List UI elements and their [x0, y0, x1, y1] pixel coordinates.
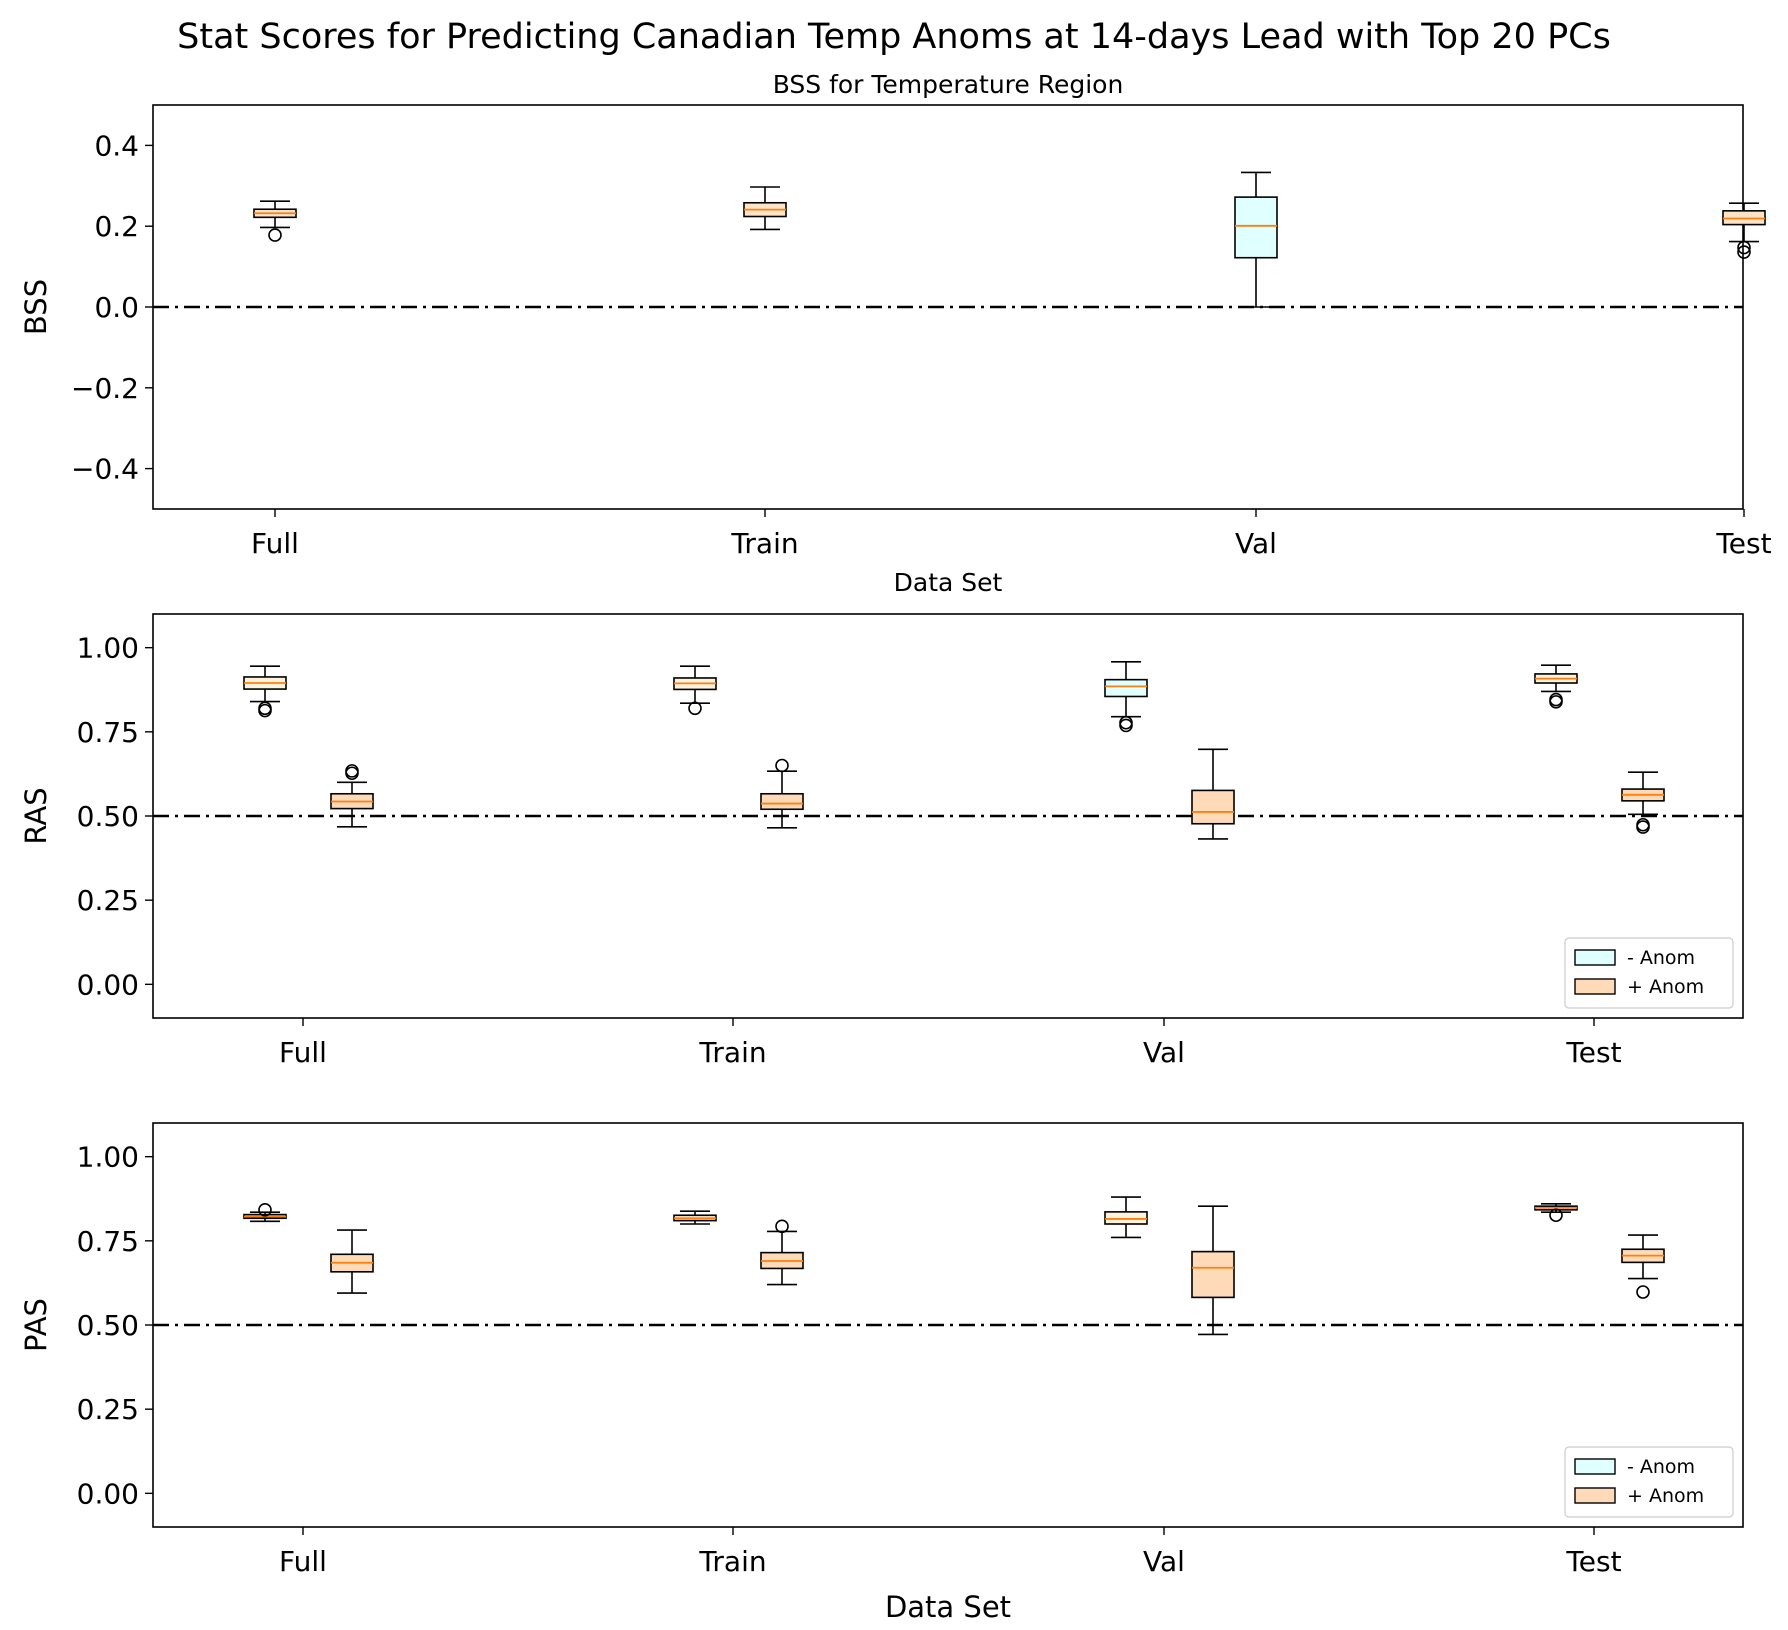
- box-iqr: [1234, 196, 1278, 259]
- outlier-point: [688, 701, 702, 716]
- x-tick-label: Val: [1235, 527, 1277, 560]
- figure-title: Stat Scores for Predicting Canadian Temp…: [177, 17, 1611, 57]
- box-train-pos-anom: [760, 1219, 804, 1286]
- box-train-pos-anom: [760, 758, 804, 829]
- y-tick-label: 0.00: [77, 968, 139, 1001]
- y-tick-label: 0.75: [77, 716, 139, 749]
- outlier-point: [258, 1203, 272, 1217]
- legend-swatch: [1574, 978, 1616, 995]
- legend-label: - Anom: [1627, 1456, 1695, 1478]
- box-iqr: [1104, 1211, 1148, 1225]
- box-train: [743, 186, 787, 231]
- box-full-pos-anom: [330, 1229, 374, 1294]
- axes-frame: [152, 1122, 1744, 1528]
- y-tick-label: 0.50: [77, 800, 139, 833]
- legend-swatch: [1574, 1458, 1616, 1475]
- subplot-bss: BSS for Temperature Region −0.4 −0.2 0.0 0.2…: [19, 70, 1772, 597]
- box-train-neg-anom: [673, 665, 717, 716]
- y-tick-label: 0.00: [77, 1477, 139, 1510]
- outlier-point: [1119, 718, 1133, 733]
- box-test-pos-anom: [1621, 1234, 1665, 1299]
- box-iqr: [1191, 1250, 1235, 1299]
- outlier-point: [1737, 240, 1751, 255]
- legend-label: - Anom: [1627, 947, 1695, 969]
- box-full-neg-anom: [243, 1203, 287, 1223]
- outlier-point: [1119, 715, 1133, 730]
- box-val-neg-anom: [1104, 661, 1148, 733]
- subplot-pas: 0.00 0.25 0.50 0.75 1.00 Full Train Val Test Data…: [19, 1122, 1744, 1624]
- box-test-neg-anom: [1534, 1203, 1578, 1223]
- x-tick-label: Test: [1565, 1036, 1621, 1069]
- legend: - Anom + Anom: [1564, 937, 1734, 1009]
- x-tick-label: Train: [730, 527, 798, 560]
- legend-swatch: [1574, 949, 1616, 966]
- y-tick-label: 1.00: [77, 1141, 139, 1174]
- x-tick-label: Full: [251, 527, 299, 560]
- outlier-point: [1737, 245, 1751, 259]
- y-tick-label: 0.4: [94, 129, 139, 162]
- outlier-point: [1636, 1285, 1650, 1299]
- y-tick-label: 0.75: [77, 1225, 139, 1258]
- y-axis-label: BSS: [19, 279, 53, 335]
- box-val-pos-anom: [1191, 1205, 1235, 1336]
- box-iqr: [760, 792, 804, 811]
- outlier-point: [775, 1219, 789, 1234]
- box-full-neg-anom: [243, 665, 287, 718]
- x-tick-label: Full: [279, 1545, 327, 1578]
- x-axis-label: Data Set: [885, 1590, 1011, 1624]
- y-tick-label: −0.4: [71, 453, 139, 486]
- axes-frame: [152, 104, 1744, 510]
- x-tick-label: Full: [279, 1036, 327, 1069]
- box-val-pos-anom: [1191, 748, 1235, 840]
- y-tick-label: 0.25: [77, 1393, 139, 1426]
- box-iqr: [1104, 678, 1148, 698]
- y-axis-label: RAS: [19, 787, 53, 844]
- y-tick-label: 0.0: [94, 291, 139, 324]
- y-tick-label: −0.2: [71, 372, 139, 405]
- legend: - Anom + Anom: [1564, 1446, 1734, 1518]
- y-tick-label: 0.50: [77, 1309, 139, 1342]
- outlier-point: [258, 701, 272, 716]
- subplots: BSS for Temperature Region −0.4 −0.2 0.0 0.2…: [19, 70, 1772, 1624]
- box-full: [253, 200, 297, 242]
- box-val: [1234, 171, 1278, 308]
- x-tick-label: Test: [1715, 527, 1771, 560]
- subplot-ras: 0.00 0.25 0.50 0.75 1.00 Full Train Val Test RAS -…: [19, 613, 1744, 1069]
- box-iqr: [1191, 789, 1235, 825]
- box-train-neg-anom: [673, 1210, 717, 1225]
- legend-label: + Anom: [1627, 1485, 1704, 1507]
- box-val-neg-anom: [1104, 1196, 1148, 1239]
- x-tick-label: Train: [698, 1545, 766, 1578]
- x-tick-label: Train: [698, 1036, 766, 1069]
- x-tick-label: Val: [1143, 1545, 1185, 1578]
- y-tick-label: 0.2: [94, 210, 139, 243]
- y-tick-label: 1.00: [77, 632, 139, 665]
- outlier-point: [775, 758, 789, 773]
- y-tick-label: 0.25: [77, 884, 139, 917]
- outlier-point: [268, 228, 282, 242]
- box-test: [1722, 202, 1766, 259]
- y-axis-label: PAS: [19, 1298, 53, 1352]
- box-test-pos-anom: [1621, 771, 1665, 834]
- box-full-pos-anom: [330, 764, 374, 828]
- outlier-point: [1636, 817, 1650, 832]
- legend-label: + Anom: [1627, 976, 1704, 998]
- legend-swatch: [1574, 1487, 1616, 1504]
- outlier-point: [1549, 692, 1563, 707]
- x-tick-label: Val: [1143, 1036, 1185, 1069]
- axes-frame: [152, 613, 1744, 1019]
- x-axis-label: Data Set: [894, 568, 1003, 597]
- outlier-point: [1549, 1208, 1563, 1223]
- axes-title: BSS for Temperature Region: [773, 70, 1124, 99]
- outlier-point: [345, 764, 359, 778]
- x-tick-label: Test: [1565, 1545, 1621, 1578]
- box-test-neg-anom: [1534, 664, 1578, 709]
